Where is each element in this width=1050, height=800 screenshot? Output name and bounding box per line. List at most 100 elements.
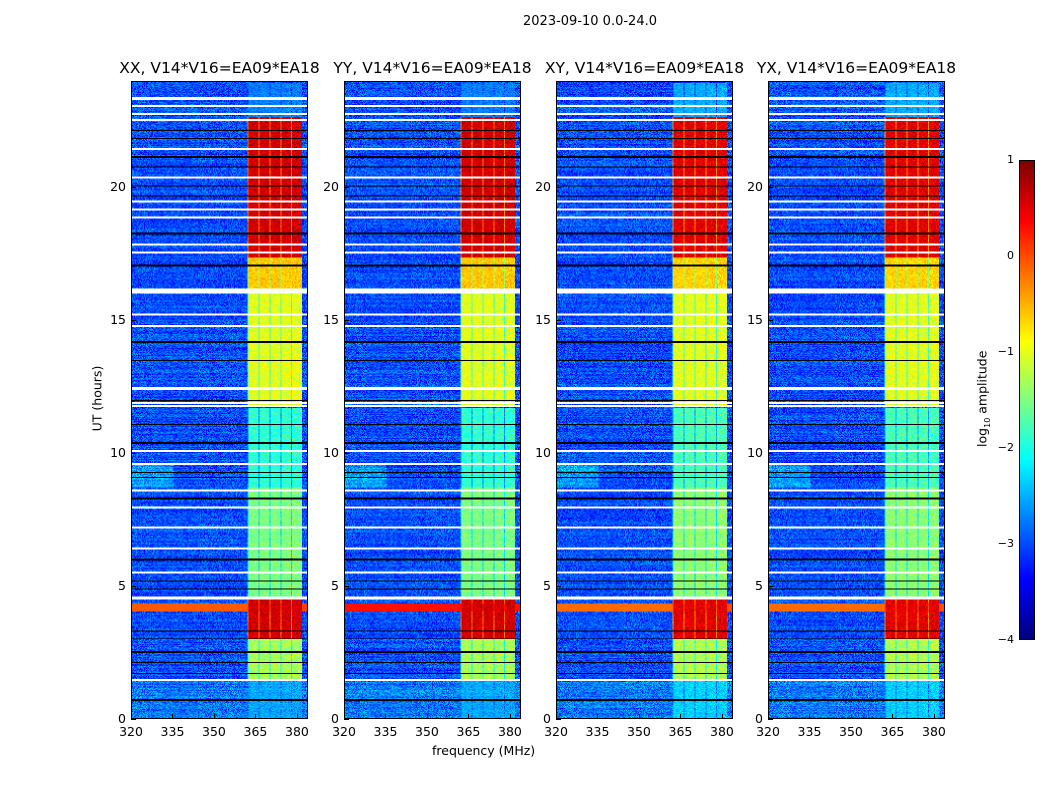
y-tick-mark xyxy=(131,320,136,322)
y-tick-mark xyxy=(344,320,349,322)
y-axis-label: UT (hours) xyxy=(89,365,105,432)
x-tick-label: 320 xyxy=(119,724,143,739)
x-tick-mark xyxy=(850,714,852,719)
x-tick-label: 380 xyxy=(498,724,522,739)
colorbar xyxy=(1019,160,1035,640)
y-tick-label: 5 xyxy=(755,578,763,594)
x-tick-mark xyxy=(892,714,894,719)
x-tick-mark xyxy=(344,714,345,719)
figure-title: 2023-09-10 0.0-24.0 xyxy=(523,14,657,29)
y-tick-label: 15 xyxy=(535,312,551,328)
x-tick-label: 320 xyxy=(544,724,568,739)
y-tick-mark xyxy=(768,187,773,189)
x-tick-label: 350 xyxy=(839,724,863,739)
y-tick-mark xyxy=(131,187,136,189)
y-tick-mark xyxy=(344,586,349,588)
y-tick-label: 0 xyxy=(331,711,339,726)
x-tick-label: 365 xyxy=(880,724,905,739)
panel-title: XX, V14*V16=EA09*EA18 xyxy=(119,59,320,77)
x-tick-mark xyxy=(721,714,723,719)
heatmap-panel-2 xyxy=(556,81,733,719)
x-tick-label: 350 xyxy=(202,724,226,739)
y-tick-mark xyxy=(556,187,561,189)
y-tick-mark xyxy=(344,719,349,720)
y-tick-mark xyxy=(768,719,773,720)
x-tick-mark xyxy=(296,714,298,719)
x-tick-mark xyxy=(680,714,682,719)
x-tick-mark xyxy=(255,714,257,719)
y-tick-label: 20 xyxy=(110,179,126,195)
heatmap-cells xyxy=(132,82,307,718)
x-tick-label: 350 xyxy=(627,724,651,739)
y-tick-label: 10 xyxy=(110,445,126,461)
y-tick-label: 10 xyxy=(535,445,551,461)
x-tick-mark xyxy=(768,714,769,719)
x-tick-mark xyxy=(556,714,557,719)
x-tick-mark xyxy=(638,714,640,719)
heatmap-cells xyxy=(769,82,944,718)
colorbar-tick-label: 1 xyxy=(1007,153,1014,166)
heatmap-panel-3 xyxy=(768,81,945,719)
y-tick-label: 15 xyxy=(110,312,126,328)
y-tick-mark xyxy=(768,453,773,455)
colorbar-tick-label: −2 xyxy=(997,441,1014,454)
y-tick-mark xyxy=(131,586,136,588)
y-tick-label: 0 xyxy=(543,711,551,726)
y-tick-label: 0 xyxy=(755,711,763,726)
y-tick-mark xyxy=(556,586,561,588)
y-tick-mark xyxy=(131,453,136,455)
y-tick-mark xyxy=(556,719,561,720)
x-tick-label: 365 xyxy=(243,724,268,739)
x-tick-mark xyxy=(172,714,174,719)
x-tick-mark xyxy=(809,714,811,719)
y-tick-label: 15 xyxy=(747,312,763,328)
x-tick-label: 350 xyxy=(415,724,439,739)
x-tick-label: 320 xyxy=(756,724,780,739)
x-tick-label: 335 xyxy=(373,724,398,739)
x-tick-label: 380 xyxy=(285,724,309,739)
colorbar-tick-label: −3 xyxy=(997,537,1014,550)
y-tick-mark xyxy=(768,586,773,588)
y-tick-label: 10 xyxy=(323,445,339,461)
y-tick-label: 5 xyxy=(118,578,126,594)
x-tick-mark xyxy=(213,714,215,719)
heatmap-cells xyxy=(345,82,520,718)
y-tick-label: 0 xyxy=(118,711,126,726)
heatmap-panel-1 xyxy=(344,81,521,719)
y-tick-mark xyxy=(556,320,561,322)
y-tick-mark xyxy=(131,719,136,720)
y-tick-label: 10 xyxy=(747,445,763,461)
x-tick-label: 335 xyxy=(797,724,822,739)
heatmap-panel-0 xyxy=(131,81,308,719)
y-tick-label: 5 xyxy=(543,578,551,594)
x-tick-label: 335 xyxy=(160,724,185,739)
x-tick-mark xyxy=(597,714,599,719)
x-tick-mark xyxy=(468,714,470,719)
y-tick-label: 5 xyxy=(331,578,339,594)
x-tick-label: 365 xyxy=(668,724,693,739)
colorbar-tick-label: 0 xyxy=(1007,249,1014,262)
x-tick-mark xyxy=(426,714,428,719)
heatmap-cells xyxy=(557,82,732,718)
x-tick-label: 335 xyxy=(585,724,610,739)
y-tick-label: 20 xyxy=(323,179,339,195)
y-tick-mark xyxy=(344,453,349,455)
x-tick-label: 380 xyxy=(710,724,734,739)
x-tick-label: 365 xyxy=(456,724,481,739)
x-axis-label: frequency (MHz) xyxy=(432,743,536,758)
colorbar-label: log10 amplitude xyxy=(974,350,992,447)
y-tick-mark xyxy=(344,187,349,189)
x-tick-mark xyxy=(385,714,387,719)
x-tick-mark xyxy=(933,714,935,719)
x-tick-mark xyxy=(509,714,511,719)
x-tick-label: 320 xyxy=(332,724,356,739)
y-tick-label: 20 xyxy=(747,179,763,195)
y-tick-label: 20 xyxy=(535,179,551,195)
panel-title: YY, V14*V16=EA09*EA18 xyxy=(333,59,532,77)
panel-title: YX, V14*V16=EA09*EA18 xyxy=(756,59,957,77)
y-tick-mark xyxy=(768,320,773,322)
x-tick-mark xyxy=(131,714,132,719)
colorbar-tick-label: −1 xyxy=(997,345,1014,358)
y-tick-label: 15 xyxy=(323,312,339,328)
